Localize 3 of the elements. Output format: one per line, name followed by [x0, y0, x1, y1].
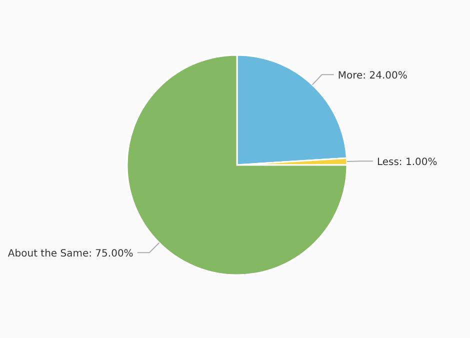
slice-label: About the Same: 75.00% [8, 248, 134, 260]
slice-label: Less: 1.00% [376, 157, 438, 168]
slice-label: More: 24.00% [338, 70, 408, 82]
